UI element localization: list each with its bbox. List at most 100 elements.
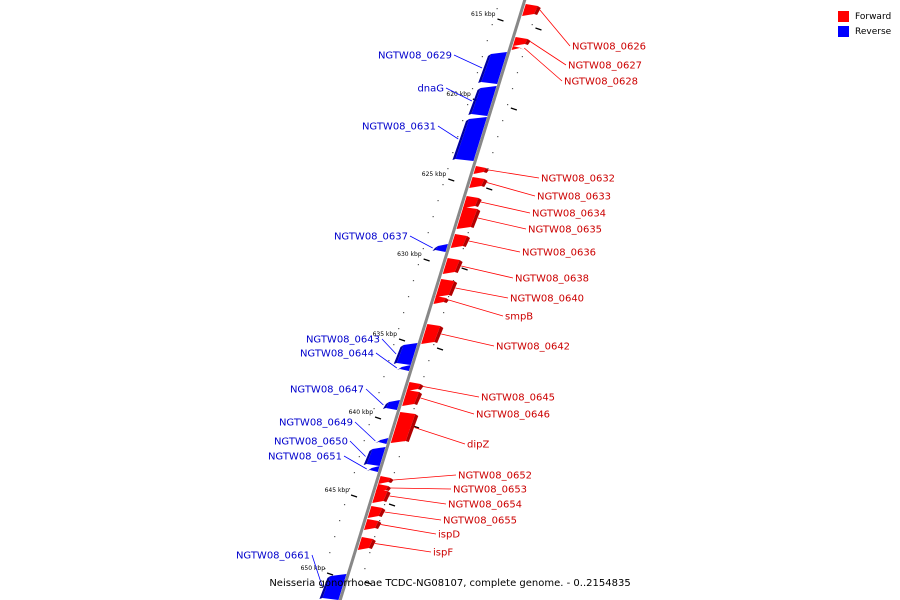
gene-block-shade — [470, 209, 481, 228]
minor-tick-mark — [353, 472, 356, 474]
gene-block — [369, 466, 380, 472]
gene-block — [378, 476, 391, 484]
minor-tick-mark — [432, 216, 434, 218]
major-tick-mark — [326, 572, 334, 576]
label-leader-line — [420, 397, 475, 415]
minor-tick-mark — [334, 536, 336, 538]
minor-tick-mark — [383, 504, 386, 506]
gene-label: NGTW08_0645 — [481, 393, 555, 404]
legend-forward: Forward — [838, 9, 891, 24]
gene-block-shade — [414, 392, 423, 405]
gene-block-shade — [388, 478, 394, 483]
minor-tick-mark — [491, 24, 493, 26]
gene-labels: NGTW08_0626 NGTW08_0627 NGTW08_0628 NGTW08_… — [236, 9, 646, 588]
minor-tick-mark — [398, 456, 400, 458]
gene-block — [390, 412, 416, 443]
gene-block-shade — [475, 198, 482, 207]
minor-tick-mark — [378, 392, 380, 394]
gene-block — [435, 279, 455, 297]
label-leader-line — [539, 9, 571, 47]
minor-tick-mark — [471, 88, 474, 90]
map-caption: Neisseria gonorrhoeae TCDC-NG08107, comp… — [269, 578, 631, 589]
gene-label: NGTW08_0650 — [274, 437, 348, 448]
gene-block-shade — [468, 88, 481, 115]
minor-tick-mark — [358, 456, 360, 458]
gene-label: NGTW08_0636 — [522, 248, 596, 259]
legend-reverse-label: Reverse — [855, 26, 892, 37]
gene-block — [433, 296, 446, 304]
gene-block — [396, 343, 418, 365]
major-tick-mark — [486, 187, 493, 191]
gene-label: NGTW08_0633 — [537, 192, 611, 203]
major-tick-mark — [350, 494, 358, 498]
minor-tick-mark — [496, 8, 498, 10]
major-tick-mark — [423, 258, 430, 262]
gene-label: NGTW08_0661 — [236, 551, 310, 562]
gene-block-shade — [378, 508, 386, 517]
minor-tick-mark — [393, 472, 396, 474]
label-leader-line — [354, 421, 376, 442]
gene-label: dipZ — [467, 440, 489, 451]
major-tick-mark — [364, 581, 372, 585]
gene-block — [450, 234, 468, 248]
gene-label: NGTW08_0653 — [453, 485, 527, 496]
minor-tick-mark — [427, 232, 429, 234]
minor-tick-mark — [442, 184, 444, 186]
gene-label: NGTW08_0628 — [564, 77, 638, 88]
gene-block-shade — [534, 6, 541, 15]
label-leader-line — [374, 543, 432, 553]
minor-tick-mark — [452, 280, 455, 282]
reverse-swatch — [838, 26, 849, 37]
minor-tick-mark — [516, 72, 519, 74]
label-leader-line — [349, 440, 366, 457]
major-tick-mark — [398, 338, 406, 342]
label-leader-line — [390, 487, 452, 490]
label-leader-line — [384, 511, 442, 521]
gene-block-shade — [443, 298, 449, 303]
minor-tick-mark — [462, 248, 464, 250]
tick-label: 635 kbp — [373, 331, 398, 338]
gene-block-shade — [448, 281, 458, 296]
minor-tick-mark — [373, 408, 375, 410]
label-leader-line — [380, 524, 437, 535]
major-tick-mark — [535, 27, 542, 31]
minor-tick-mark — [531, 24, 533, 26]
minor-tick-mark — [423, 376, 425, 378]
gene-block-shade — [363, 449, 373, 465]
gene-block — [473, 166, 486, 174]
label-leader-line — [414, 427, 466, 445]
minor-tick-mark — [379, 520, 381, 522]
gene-block-shade — [452, 119, 470, 160]
gene-label: NGTW08_0654 — [448, 500, 522, 511]
major-tick-mark — [461, 267, 468, 271]
label-leader-line — [393, 474, 457, 481]
minor-tick-mark — [324, 568, 326, 570]
gene-label: NGTW08_0652 — [458, 471, 532, 482]
gene-block — [363, 519, 379, 530]
gene-block — [442, 258, 460, 274]
minor-tick-mark — [521, 56, 523, 58]
gene-block — [455, 117, 488, 161]
gene-label: ispD — [438, 530, 460, 541]
minor-tick-mark — [507, 104, 509, 106]
gene-label: NGTW08_0637 — [334, 232, 408, 243]
gene-block-shade — [432, 246, 438, 251]
gene-label: NGTW08_0631 — [362, 122, 436, 133]
minor-tick-mark — [348, 488, 351, 490]
label-leader-line — [375, 352, 398, 369]
label-leader-line — [311, 554, 323, 588]
minor-tick-mark — [388, 360, 390, 362]
label-leader-line — [468, 240, 521, 253]
minor-tick-mark — [487, 168, 489, 170]
tick-label: 645 kbp — [325, 487, 350, 494]
label-leader-line — [453, 54, 483, 69]
minor-tick-mark — [339, 520, 341, 522]
gene-block-shade — [454, 260, 463, 273]
major-tick-mark — [388, 503, 396, 507]
gene-label: NGTW08_0638 — [515, 274, 589, 285]
minor-tick-mark — [374, 536, 376, 538]
strand-legend: Forward Reverse — [838, 9, 891, 39]
label-leader-line — [441, 333, 495, 347]
gene-label: NGTW08_0642 — [496, 342, 570, 353]
gene-block-shade — [385, 486, 392, 491]
